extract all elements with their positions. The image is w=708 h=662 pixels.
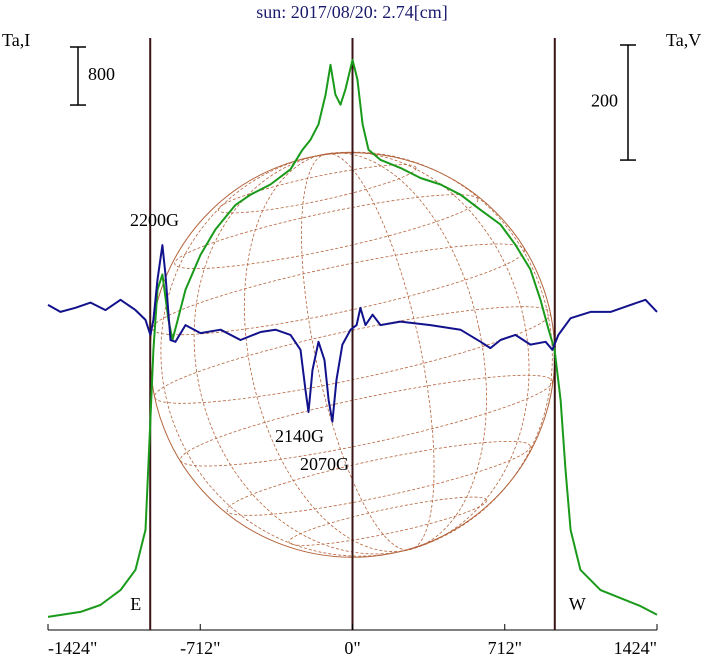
meridian	[160, 151, 553, 557]
chart-title: sun: 2017/08/20: 2.74[cm]	[256, 2, 448, 22]
scale-bar-y-label: 800	[88, 64, 115, 84]
data-line	[47, 244, 658, 423]
x-tick-label: 0"	[344, 638, 360, 658]
x-tick-label: 1424"	[614, 638, 657, 658]
limb-label: E	[130, 594, 141, 614]
x-tick-label: 712"	[488, 638, 522, 658]
annotation: 2200G	[130, 210, 179, 230]
annotation: 2070G	[300, 454, 349, 474]
y-axis-label: Ta,I	[2, 30, 30, 50]
meridian	[301, 153, 435, 551]
annotation: 2140G	[275, 426, 324, 446]
parallel	[152, 243, 525, 336]
meridian	[193, 151, 530, 555]
x-tick-label: -712"	[180, 638, 220, 658]
parallel	[154, 306, 551, 404]
parallel	[174, 194, 479, 270]
meridian	[244, 152, 487, 552]
parallel	[288, 496, 488, 546]
limb-label: W	[569, 594, 586, 614]
y2-axis-label: Ta,V	[666, 30, 701, 50]
solar-grid	[152, 151, 553, 557]
data-line	[47, 58, 658, 618]
x-tick-label: -1424"	[48, 638, 97, 658]
parallel	[180, 374, 553, 467]
parallel	[217, 164, 417, 214]
parallel	[226, 440, 531, 516]
scale-bar-y2-label: 200	[591, 91, 618, 111]
